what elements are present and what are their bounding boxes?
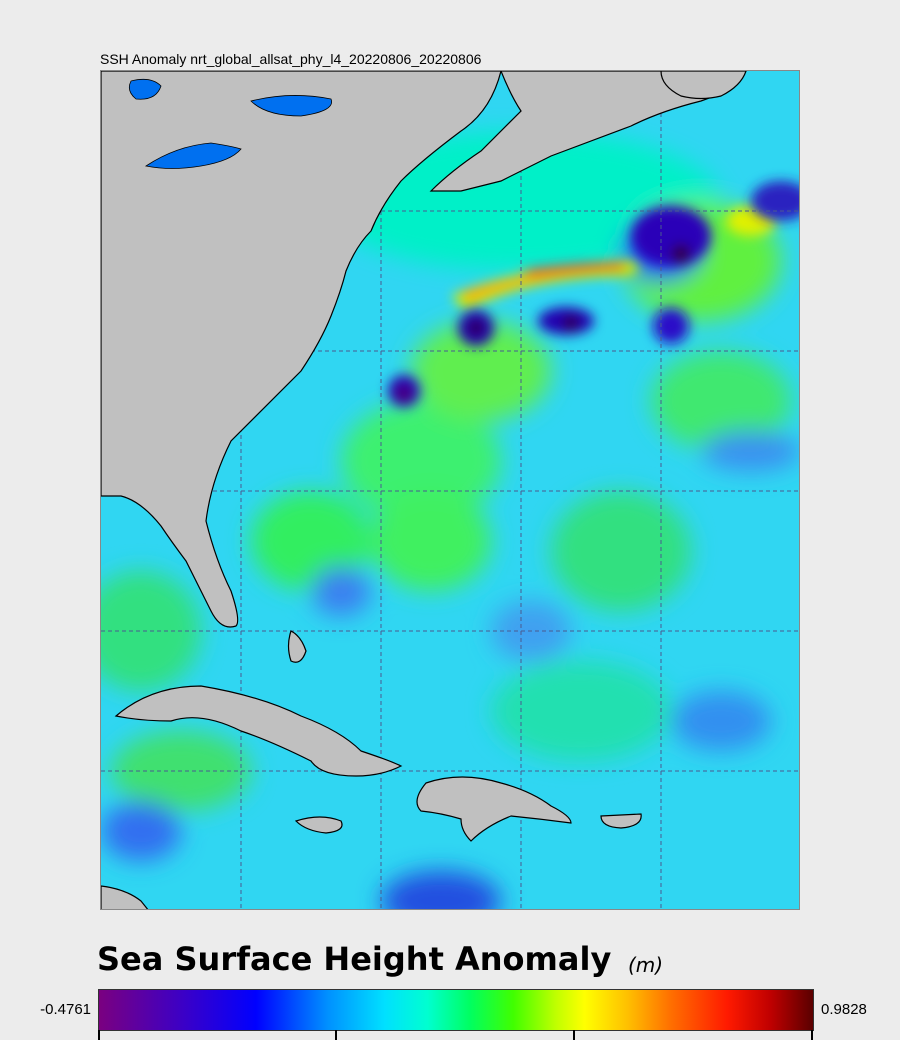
puerto-rico <box>600 813 642 829</box>
bahamas-andros <box>287 630 307 663</box>
cold-eddies <box>388 181 799 407</box>
cuba <box>114 685 403 777</box>
bottom-left-coast <box>101 885 149 909</box>
ssh-anomaly-map <box>100 70 800 910</box>
maine-nova-scotia <box>429 71 747 192</box>
hispaniola <box>416 776 572 842</box>
newfoundland <box>660 71 747 100</box>
colorbar <box>98 989 814 1031</box>
jamaica <box>294 816 343 834</box>
ssh-map-canvas <box>101 71 799 909</box>
graticule <box>101 71 799 909</box>
great-lakes <box>128 78 333 169</box>
legend-unit: (m) <box>628 953 664 977</box>
colorbar-tick <box>335 1030 337 1040</box>
colorbar-min-label: -0.4761 <box>40 1001 91 1018</box>
colorbar-max-label: 0.9828 <box>821 1001 867 1018</box>
colorbar-tick <box>98 1030 100 1040</box>
north-america <box>101 71 502 628</box>
land-masses <box>101 71 747 909</box>
legend-title: Sea Surface Height Anomaly <box>97 940 612 978</box>
colorbar-tick <box>573 1030 575 1040</box>
colorbar-tick <box>811 1030 813 1040</box>
map-title: SSH Anomaly nrt_global_allsat_phy_l4_202… <box>100 51 482 67</box>
